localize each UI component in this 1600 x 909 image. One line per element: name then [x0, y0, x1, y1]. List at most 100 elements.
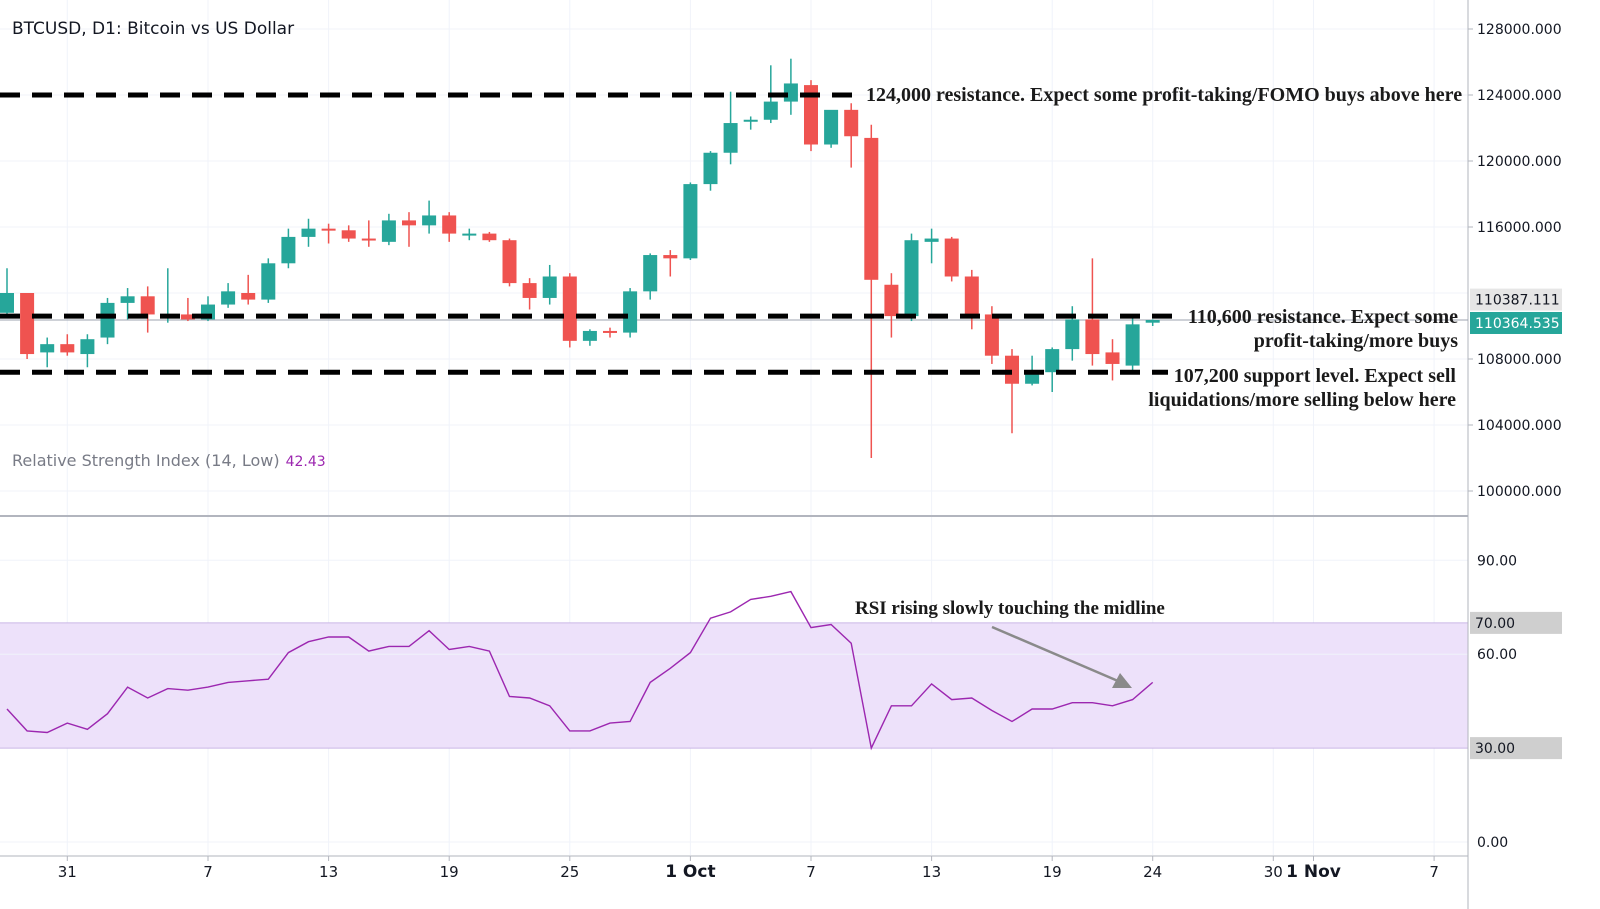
candle-body [522, 283, 537, 298]
candle-body [462, 233, 477, 236]
candle [241, 274, 256, 305]
candle [1045, 347, 1060, 392]
candle-body [361, 238, 376, 241]
candle [221, 283, 236, 308]
candle [703, 151, 718, 191]
candle [361, 220, 376, 247]
candle-body [241, 293, 256, 300]
candle [20, 293, 35, 359]
candle [864, 124, 879, 458]
candle-body [603, 330, 617, 333]
candle [804, 80, 818, 152]
candle [522, 278, 537, 310]
candle [402, 212, 416, 247]
candle-body [120, 296, 135, 303]
rsi-band [0, 622, 1468, 749]
candle-body [1045, 349, 1060, 373]
candle [1125, 314, 1140, 371]
candle-body [341, 230, 356, 239]
candle [60, 334, 75, 356]
candle-body [0, 293, 14, 313]
candle [140, 286, 155, 333]
candle-body [1085, 319, 1100, 355]
candle-body [663, 255, 678, 259]
rsi-line [6, 590, 1154, 751]
candle-body [301, 228, 316, 237]
candle-body [442, 215, 457, 234]
candle-body [221, 291, 236, 305]
candle [261, 258, 276, 303]
candle-body [1105, 352, 1120, 364]
price-tag-bg [1470, 288, 1562, 311]
candle [603, 327, 617, 338]
price-axis-label: 124000.000 [1477, 88, 1562, 104]
candle-body [824, 109, 839, 145]
candle [281, 228, 296, 269]
candle-body [422, 215, 437, 226]
candle [301, 218, 316, 247]
candle [663, 250, 678, 277]
candle-body [904, 240, 919, 317]
candle [0, 268, 14, 317]
time-axis-label: 7 [806, 863, 816, 881]
candle [1145, 319, 1160, 326]
rsi-band-tag-label: 70.00 [1475, 616, 1515, 632]
candle-body [60, 344, 75, 353]
time-axis-label: 24 [1143, 863, 1162, 881]
price-tag-bg [1470, 311, 1562, 334]
candle-body [542, 276, 557, 298]
time-axis-label: 1 Nov [1286, 862, 1341, 882]
rsi-band-tag: 70.00 [1470, 611, 1562, 634]
candle [562, 273, 577, 348]
candle-body [944, 238, 959, 277]
candle [623, 288, 638, 338]
chart-title: BTCUSD, D1: Bitcoin vs US Dollar [12, 19, 295, 39]
price-tag-label: 110387.111 [1475, 293, 1560, 309]
price-axis-label: 104000.000 [1477, 418, 1562, 434]
rsi-legend-label: Relative Strength Index (14, Low) [12, 451, 280, 470]
price-axis-label: 108000.000 [1477, 352, 1562, 368]
candle [884, 273, 899, 338]
level-annotation-text: 110,600 resistance. Expect some [1188, 306, 1458, 328]
time-axis-label: 1 Oct [665, 862, 715, 882]
candle-body [984, 314, 999, 356]
candle-body [623, 291, 638, 333]
rsi-band-tag-label: 30.00 [1475, 741, 1515, 757]
candle [482, 231, 497, 242]
time-axis-label: 13 [922, 863, 941, 881]
rsi-legend: Relative Strength Index (14, Low) 42.43 [12, 451, 326, 470]
rsi-axis-label: 0.00 [1477, 835, 1508, 851]
rsi-legend-value: 42.43 [285, 454, 326, 470]
time-axis-label: 13 [319, 863, 338, 881]
candle-body [1145, 319, 1160, 323]
candle [844, 103, 859, 168]
candle-body [281, 236, 296, 264]
time-axis-label: 25 [560, 863, 579, 881]
candle [1085, 258, 1100, 366]
candle-body [884, 284, 899, 317]
candle [442, 212, 457, 242]
candle-body [180, 314, 195, 320]
time-axis-label: 19 [440, 863, 459, 881]
time-axis-label: 30 [1264, 863, 1283, 881]
candle-body [261, 263, 276, 300]
level-annotation-text: 124,000 resistance. Expect some profit-t… [866, 84, 1462, 106]
candle [723, 91, 738, 165]
price-axis-label: 128000.000 [1477, 22, 1562, 38]
candle-body [844, 109, 859, 137]
candle-body [723, 123, 738, 153]
candle [824, 109, 839, 148]
candle-body [321, 228, 336, 231]
candle-body [683, 184, 698, 259]
prev-price-tag: 110387.111 [1470, 288, 1562, 311]
level-annotation-text: profit-taking/more buys [1254, 330, 1458, 352]
candle [381, 213, 396, 246]
price-axis-label: 120000.000 [1477, 154, 1562, 170]
time-axis-label: 7 [1429, 863, 1439, 881]
candle [422, 200, 437, 234]
rsi-band-tag-bg [1470, 611, 1562, 634]
candle-body [1065, 319, 1080, 350]
candle [100, 297, 115, 345]
